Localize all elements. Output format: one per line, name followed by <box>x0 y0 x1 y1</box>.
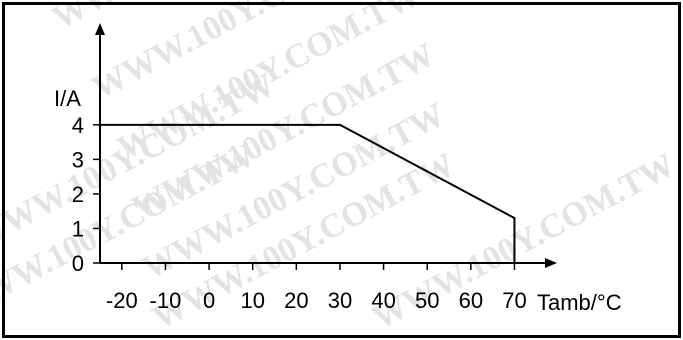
x-tick-label: 60 <box>459 288 483 313</box>
x-tick-label: 50 <box>415 288 439 313</box>
derating-curve <box>100 123 516 263</box>
x-tick-label: 70 <box>502 288 526 313</box>
x-tick-label: 0 <box>203 288 215 313</box>
x-axis-arrow <box>545 258 557 268</box>
x-tick-label: 10 <box>240 288 264 313</box>
x-tick-label: -10 <box>150 288 182 313</box>
y-tick-label: 0 <box>72 251 84 276</box>
x-tick-label: 30 <box>328 288 352 313</box>
y-axis-label: I/A <box>54 86 81 111</box>
x-tick-label: -20 <box>106 288 138 313</box>
y-tick-label: 2 <box>72 182 84 207</box>
x-tick-label: 40 <box>371 288 395 313</box>
series-layer <box>100 123 516 263</box>
y-axis-arrow <box>95 23 105 35</box>
y-tick-label: 4 <box>72 113 84 138</box>
x-axis-label: Tamb/°C <box>537 290 622 315</box>
axes: -20 -10 0 10 20 30 40 50 60 70 0 1 2 3 4 <box>72 23 557 313</box>
y-tick-label: 3 <box>72 147 84 172</box>
x-tick-label: 20 <box>284 288 308 313</box>
y-tick-label: 1 <box>72 216 84 241</box>
